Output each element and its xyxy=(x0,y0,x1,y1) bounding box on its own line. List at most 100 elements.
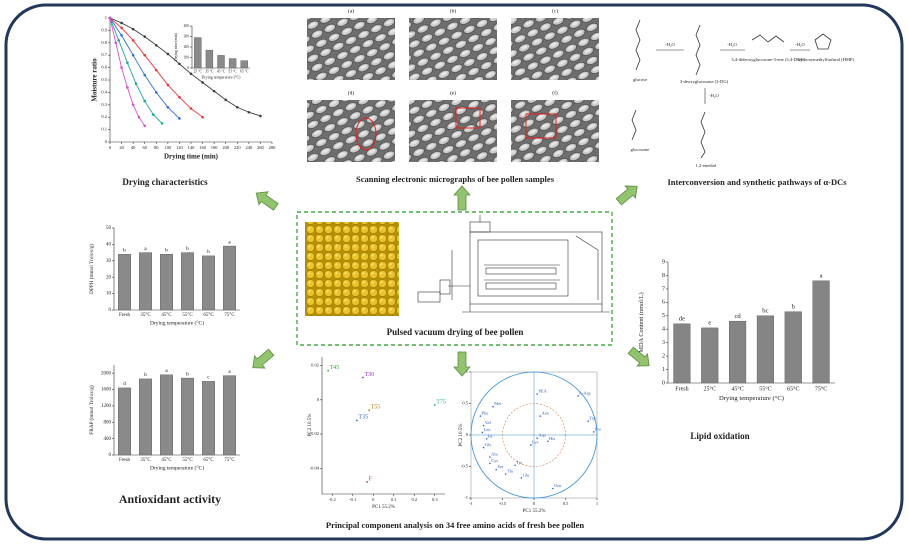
loading-point xyxy=(481,431,484,434)
bee-pollen-photo xyxy=(305,222,399,316)
x-tick-label: 25 °C xyxy=(194,69,203,73)
y-tick-label: 0 xyxy=(109,453,112,458)
x-axis-label: PC1 55.2% xyxy=(372,505,395,510)
loading-label: Pro xyxy=(595,426,602,431)
x-tick-label: 45°C xyxy=(161,313,172,318)
drying-curve xyxy=(109,17,261,117)
y-tick-label: 1200 xyxy=(101,404,112,409)
y-tick-label: 40 xyxy=(106,243,112,248)
data-point xyxy=(160,122,164,125)
data-point xyxy=(126,86,129,89)
significance-letter: de xyxy=(679,316,685,323)
panel-label: (c) xyxy=(552,7,558,14)
data-point xyxy=(152,113,155,117)
loading-point xyxy=(482,446,485,449)
arrows xyxy=(252,185,650,377)
data-point xyxy=(166,105,170,109)
significance-letter: a xyxy=(820,273,823,280)
x-tick-label: 20 xyxy=(119,145,124,150)
y-tick-label: 0.02 xyxy=(311,363,319,368)
data-point xyxy=(247,110,251,114)
data-point xyxy=(178,96,181,99)
score-label: T30 xyxy=(365,372,375,378)
x-tick-label: 55°C xyxy=(182,458,193,463)
data-point xyxy=(259,114,262,118)
x-tick-label: 0 xyxy=(533,501,536,506)
y-tick-label: 0 xyxy=(662,380,665,386)
drying-title: Drying characteristics xyxy=(122,177,208,187)
reaction-arrows xyxy=(656,49,810,104)
x-tick-label: 80 xyxy=(154,145,159,150)
loading-point xyxy=(504,473,507,475)
x-tick-label: 75°C xyxy=(224,313,235,318)
y-tick-label: 5 xyxy=(662,313,665,319)
data-point xyxy=(114,41,118,45)
y-tick-label: 100 xyxy=(184,55,190,59)
loading-label: Ala xyxy=(491,452,498,457)
significance-letter: cd xyxy=(734,313,741,320)
data-point xyxy=(131,27,135,31)
score-label: T55 xyxy=(371,404,381,410)
panel-label: (d) xyxy=(348,89,355,96)
y-tick-label: 0 xyxy=(109,308,112,313)
reaction-label: -H₂O xyxy=(709,93,719,98)
data-point xyxy=(166,52,170,56)
x-tick-label: 180 xyxy=(211,145,219,150)
y-tick-label: 1 xyxy=(466,369,468,374)
axis xyxy=(321,357,445,495)
x-tick-label: 55°C xyxy=(182,313,193,318)
y-tick-label: -1 xyxy=(464,495,468,500)
y-tick-label: -0.5 xyxy=(461,464,469,469)
data-point xyxy=(143,99,147,103)
apparatus xyxy=(417,215,610,313)
reaction-label: -H₂O xyxy=(727,42,737,47)
score-point xyxy=(327,369,330,372)
x-tick-label: 200 xyxy=(222,145,230,150)
center-title: Pulsed vacuum drying of bee pollen xyxy=(387,327,524,337)
data-point xyxy=(108,16,112,20)
y-tick-label: 0 xyxy=(105,139,108,144)
bar xyxy=(117,387,131,456)
bar xyxy=(756,315,774,384)
loading-point xyxy=(495,468,498,471)
y-tick-label: 2 xyxy=(662,353,665,359)
loading-label: Cys xyxy=(491,458,498,463)
score-label: T35 xyxy=(358,415,368,421)
bar xyxy=(729,320,747,384)
significance-letter: e xyxy=(708,320,711,327)
panel-label: (f) xyxy=(552,89,558,96)
x-tick-label: 35 °C xyxy=(205,69,214,73)
sem-tiles xyxy=(307,18,599,162)
loading-point xyxy=(485,437,488,440)
data-point xyxy=(131,103,135,107)
x-tick-label: 55 °C xyxy=(228,69,237,73)
y-tick-label: 3 xyxy=(662,340,665,346)
x-tick-label: 65°C xyxy=(787,385,799,392)
bar xyxy=(222,375,236,456)
loading-label: Thr xyxy=(507,469,514,474)
x-tick-label: 220 xyxy=(234,145,242,150)
compound-name: 1,2-enediol xyxy=(696,163,718,169)
score-point xyxy=(362,376,364,379)
compound-name: glucose xyxy=(633,77,647,82)
loading-label: L-Arg xyxy=(579,390,591,395)
y-tick-label: 10 xyxy=(106,292,112,297)
significance-letter: c xyxy=(207,375,210,381)
x-tick-label: Fresh xyxy=(119,313,131,318)
loading-label: Ser xyxy=(497,464,504,469)
data-point xyxy=(224,98,228,102)
data-point xyxy=(143,124,147,128)
x-axis-label: Drying time (min) xyxy=(164,153,219,161)
y-tick-label: 0.5 xyxy=(101,77,107,82)
x-tick-label: Fresh xyxy=(675,386,688,392)
bar xyxy=(240,60,248,69)
loading-point xyxy=(489,456,491,458)
data-point xyxy=(235,105,239,109)
x-tick-label: 40 xyxy=(131,145,136,150)
loading-point xyxy=(530,444,532,446)
significance-letter: a xyxy=(228,369,231,375)
x-tick-label: Fresh xyxy=(119,458,131,463)
y-axis-label: FRAP (mmol Trolox/g) xyxy=(88,385,95,435)
x-tick-label: 100 xyxy=(164,145,172,150)
